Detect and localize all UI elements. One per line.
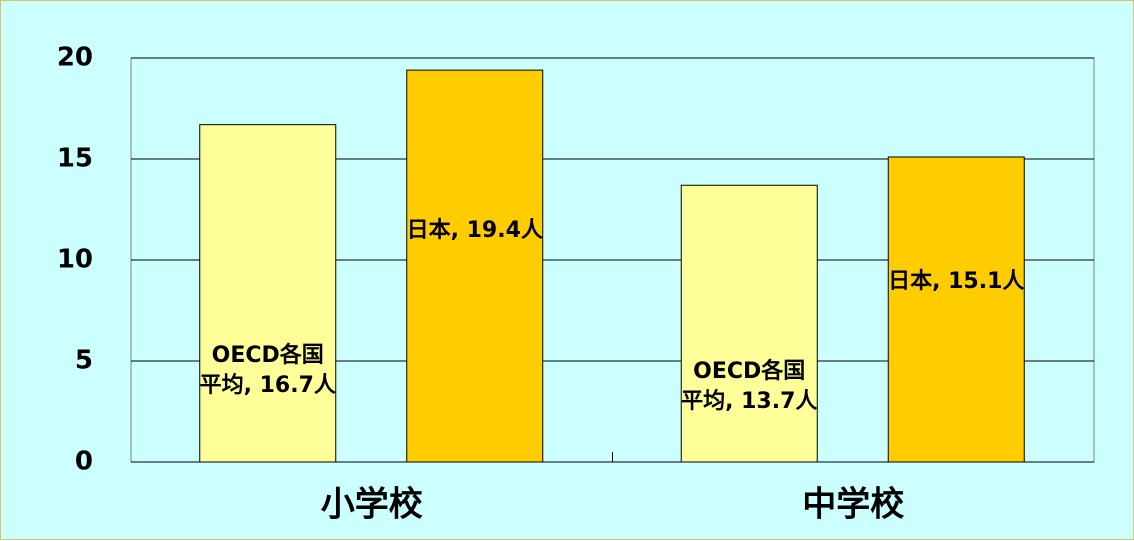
y-tick-label: 0 xyxy=(75,447,93,477)
y-tick-label: 10 xyxy=(57,245,93,275)
y-tick-label: 20 xyxy=(57,43,93,73)
data-label: OECD各国 平均, 13.7人 xyxy=(681,359,818,415)
x-tick-label: 小学校 xyxy=(321,485,423,525)
data-label: OECD各国 平均, 16.7人 xyxy=(199,342,336,398)
y-tick-label: 15 xyxy=(57,144,93,174)
y-tick-label: 5 xyxy=(75,346,93,376)
data-label: 日本, 15.1人 xyxy=(888,269,1025,295)
bar xyxy=(199,124,337,463)
bar xyxy=(887,156,1025,463)
x-tick-label: 中学校 xyxy=(802,485,904,525)
bar xyxy=(406,69,544,463)
data-label: 日本, 19.4人 xyxy=(406,217,543,243)
bar xyxy=(680,184,818,463)
